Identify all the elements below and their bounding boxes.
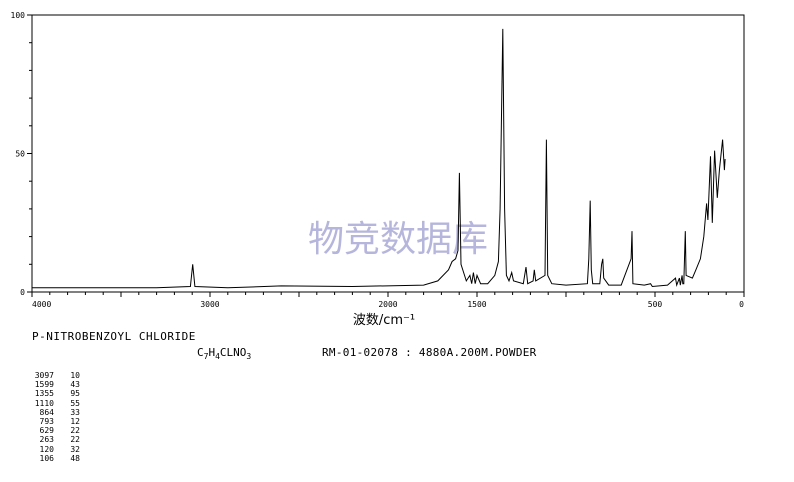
peak-row: 793 12 — [32, 417, 80, 426]
peak-intensity: 95 — [70, 389, 80, 399]
x-tick-label: 0 — [739, 300, 744, 309]
peak-wavenumber: 120 — [39, 444, 54, 454]
peak-intensity: 12 — [70, 417, 80, 427]
peak-row: 1110 55 — [32, 399, 80, 408]
x-tick-label: 2000 — [378, 300, 397, 309]
peak-wavenumber: 1599 — [34, 380, 54, 390]
x-tick-label: 500 — [648, 300, 663, 309]
peak-wavenumber: 263 — [39, 435, 54, 445]
peak-row: 629 22 — [32, 426, 80, 435]
y-tick-label: 100 — [11, 11, 26, 20]
x-axis: 4000 3000 2000 1500 500 0 — [31, 292, 745, 309]
peak-intensity: 55 — [70, 398, 80, 408]
peak-intensity: 33 — [70, 407, 80, 417]
peak-row: 120 32 — [32, 445, 80, 454]
y-tick-label: 50 — [15, 150, 25, 159]
peak-row: 106 48 — [32, 454, 80, 463]
peak-intensity: 10 — [70, 371, 80, 380]
peak-intensity: 48 — [70, 453, 80, 463]
peak-intensity: 22 — [70, 426, 80, 436]
x-tick-label: 3000 — [200, 300, 219, 309]
peak-wavenumber: 3097 — [34, 371, 54, 380]
compound-name: P-NITROBENZOYL CHLORIDE — [32, 330, 196, 343]
peak-row: 1599 43 — [32, 380, 80, 389]
x-axis-label: 波数/cm⁻¹ — [353, 313, 415, 328]
peak-wavenumber: 106 — [39, 453, 54, 463]
peak-row: 1355 95 — [32, 389, 80, 398]
peak-wavenumber: 1110 — [34, 398, 54, 408]
peak-wavenumber: 864 — [39, 407, 54, 417]
peak-intensity: 43 — [70, 380, 80, 390]
peak-intensity: 32 — [70, 444, 80, 454]
molecular-formula: C7H4CLNO3 — [197, 346, 252, 362]
x-tick-label: 4000 — [32, 300, 51, 309]
y-axis: 0 50 100 — [11, 11, 32, 297]
measurement-info: RM-01-02078 : 4880A.200M.POWDER — [322, 346, 537, 359]
peak-row: 864 33 — [32, 408, 80, 417]
spectrum-line — [32, 28, 726, 289]
peak-table: 3097 10 1599 43 1355 95 1110 55 864 33 793 12 629 22 2… — [32, 371, 80, 463]
peak-intensity: 22 — [70, 435, 80, 445]
peak-wavenumber: 629 — [39, 426, 54, 436]
y-tick-label: 0 — [20, 288, 25, 297]
peak-wavenumber: 1355 — [34, 389, 54, 399]
peak-row: 263 22 — [32, 435, 80, 444]
x-tick-label: 1500 — [467, 300, 486, 309]
peak-row: 3097 10 — [32, 371, 80, 380]
peak-wavenumber: 793 — [39, 417, 54, 427]
